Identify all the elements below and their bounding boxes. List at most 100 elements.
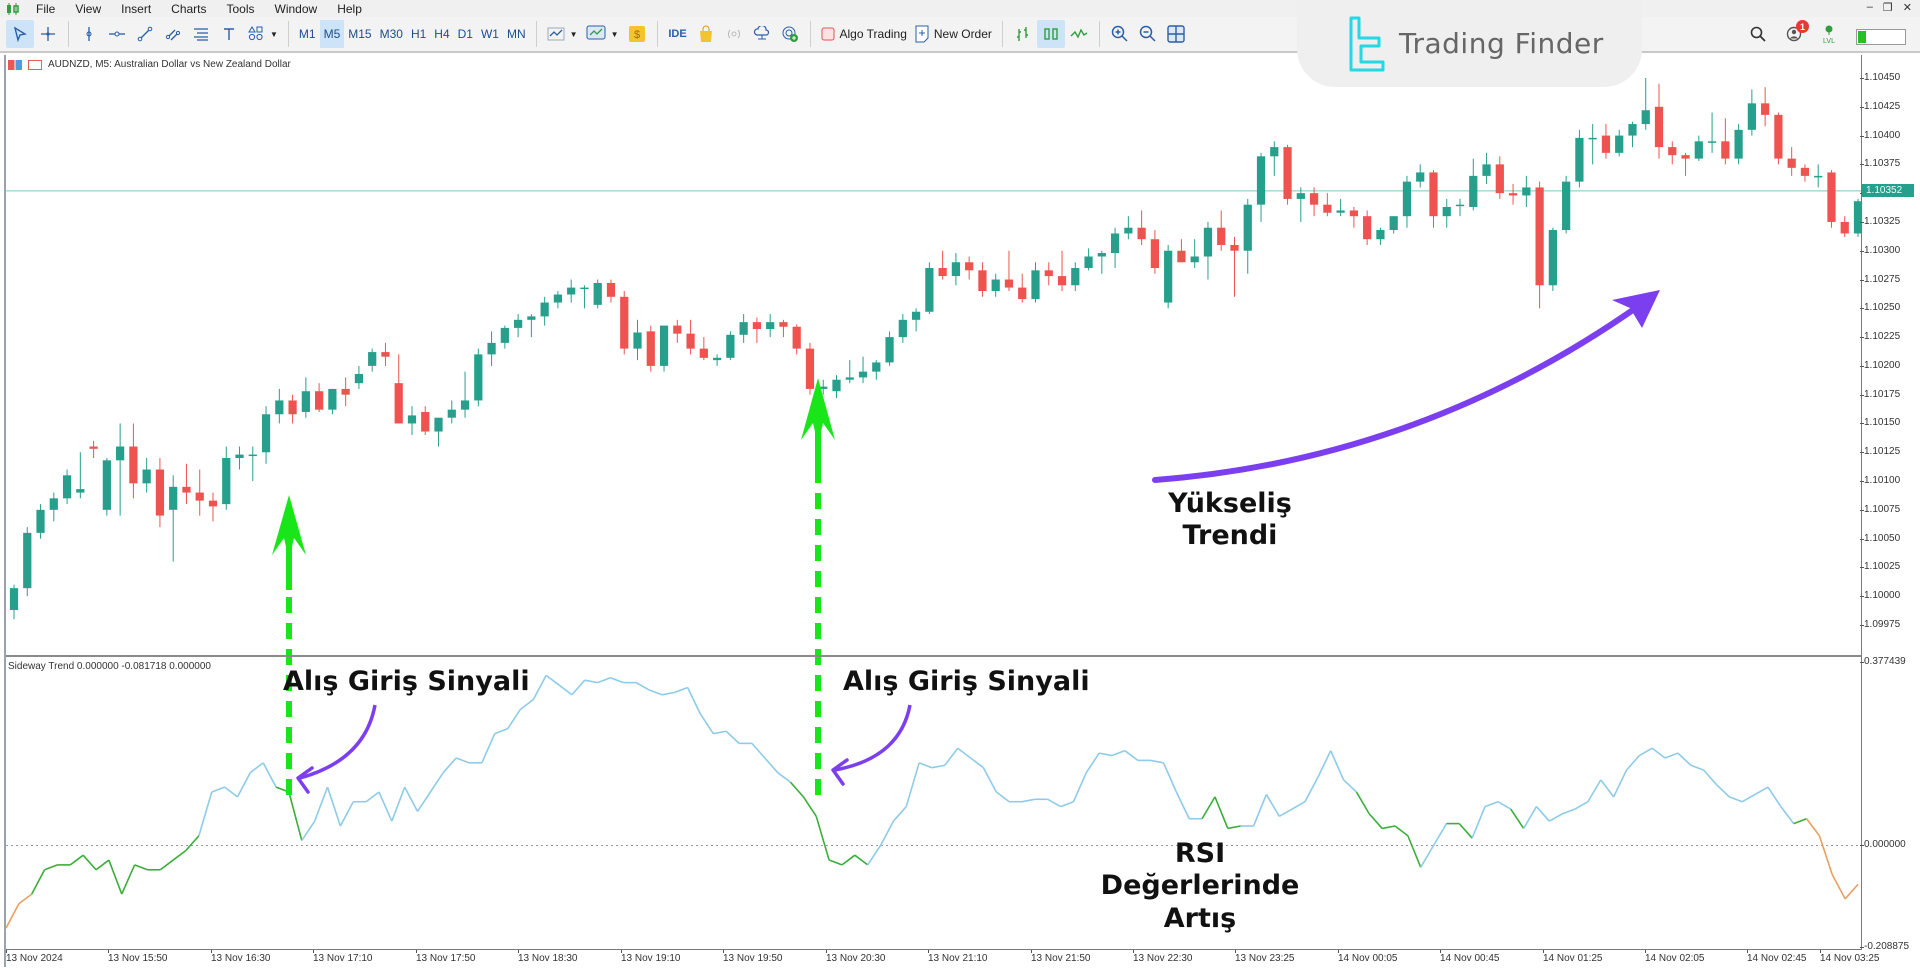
time-axis-label: 13 Nov 21:50 — [1031, 950, 1091, 964]
bearish-candle — [1349, 210, 1358, 217]
time-axis-label: 13 Nov 17:10 — [313, 950, 373, 964]
indicator-line-segment — [1587, 779, 1602, 803]
price-axis-label: 1.10425 — [1859, 100, 1901, 112]
bullish-candle — [1402, 181, 1412, 217]
bearish-candle — [1721, 141, 1730, 159]
bearish-candle — [155, 469, 165, 516]
horizontal-line-button[interactable] — [103, 20, 131, 48]
cursor-button[interactable] — [6, 20, 34, 48]
menu-insert[interactable]: Insert — [121, 1, 152, 16]
menu-window[interactable]: Window — [274, 1, 318, 16]
bearish-candle — [686, 333, 695, 349]
bullish-candle — [1575, 137, 1584, 182]
menu-file[interactable]: File — [36, 1, 56, 16]
indicator-line-segment — [982, 767, 998, 793]
zoom-in-button[interactable] — [1106, 20, 1134, 48]
bullish-candle — [500, 327, 509, 343]
timeframe-m5[interactable]: M5 — [319, 20, 345, 48]
connection-icon: LVL — [1823, 25, 1835, 45]
shapes-button[interactable]: ▼ — [243, 20, 282, 48]
crosshair-icon — [41, 27, 55, 41]
timeframe-h4[interactable]: H4 — [434, 27, 450, 41]
templates-button[interactable]: ▼ — [582, 20, 623, 48]
text-button[interactable] — [215, 20, 243, 48]
bullish-candle — [36, 509, 45, 533]
line-chart-button[interactable] — [1065, 20, 1093, 48]
indicator-line-segment — [301, 820, 316, 842]
ide-button[interactable]: IDE — [664, 20, 692, 48]
price-axis-label: 1.10100 — [1859, 475, 1901, 487]
algo-trading-button[interactable]: Algo Trading — [817, 20, 911, 48]
signals-button[interactable] — [720, 20, 748, 48]
timeframe-m15[interactable]: M15 — [348, 27, 372, 41]
price-axis-label: 1.10000 — [1859, 590, 1901, 602]
indicator-line-segment — [1085, 752, 1100, 773]
restore-button[interactable]: ❐ — [1882, 2, 1893, 14]
account-button[interactable]: 1 — [1786, 20, 1809, 47]
market-button[interactable]: $ — [623, 20, 651, 48]
indicators-icon — [547, 27, 565, 41]
menu-view[interactable]: View — [75, 1, 102, 16]
one-click-trading-icon[interactable] — [8, 59, 22, 70]
indicator-line-segment — [635, 681, 650, 691]
zoom-out-button[interactable] — [1134, 20, 1162, 48]
bullish-candle — [580, 287, 589, 290]
bar-chart-button[interactable] — [1009, 20, 1037, 48]
indicator-line-segment — [1690, 764, 1704, 771]
menu-charts[interactable]: Charts — [171, 1, 207, 16]
bearish-candle — [1508, 193, 1518, 196]
text-icon — [224, 28, 234, 40]
timeframe-h1[interactable]: H1 — [410, 27, 427, 41]
indicators-button[interactable]: ▼ — [543, 20, 582, 48]
fibonacci-button[interactable] — [187, 20, 215, 48]
timeframe-m30[interactable]: M30 — [379, 27, 403, 41]
shop-button[interactable] — [692, 20, 720, 48]
bullish-candle — [1734, 129, 1743, 159]
crosshair-button[interactable] — [34, 20, 62, 48]
indicator-line-segment — [1394, 825, 1409, 837]
connection-status[interactable]: LVL — [1822, 24, 1836, 49]
bearish-candle — [1217, 227, 1226, 245]
bullish-candle — [275, 400, 284, 415]
indicator-line-segment — [1099, 752, 1113, 757]
candlestick-button[interactable] — [1036, 20, 1065, 48]
timeframe-d1[interactable]: D1 — [457, 27, 473, 41]
indicator-line-segment — [506, 708, 522, 730]
channel-button[interactable] — [159, 20, 187, 48]
chart-window[interactable] — [4, 55, 1917, 967]
vertical-line-button[interactable] — [75, 20, 103, 48]
indicator-line-segment — [867, 845, 882, 866]
timeframe-mn[interactable]: MN — [506, 27, 526, 41]
bullish-candle — [1084, 256, 1093, 269]
menu-help[interactable]: Help — [337, 1, 362, 16]
vps-button[interactable] — [748, 20, 776, 48]
bullish-candle — [460, 400, 470, 410]
indicator-line-segment — [1381, 825, 1396, 830]
time-axis-label: 13 Nov 23:25 — [1235, 950, 1295, 964]
timeframe-m1[interactable]: M1 — [298, 27, 316, 41]
minimize-button[interactable]: – — [1866, 1, 1873, 13]
indicator-line-segment — [1458, 823, 1473, 839]
indicator-line-segment — [751, 742, 766, 759]
tile-windows-button[interactable] — [1162, 20, 1190, 48]
bullish-candle — [301, 391, 310, 412]
bearish-candle — [1177, 250, 1186, 263]
close-button[interactable]: ✕ — [1902, 2, 1912, 14]
indicator-line-segment — [365, 791, 380, 803]
account-signals-button[interactable] — [776, 20, 804, 48]
time-axis[interactable]: 13 Nov 2024 13 Nov 15:50 13 Nov 16:30 13 No… — [6, 950, 1880, 968]
bearish-candle — [182, 486, 191, 493]
bullish-candle — [1124, 227, 1133, 234]
pane-divider[interactable] — [6, 655, 1861, 657]
bullish-candle — [1522, 187, 1531, 196]
current-price-tag: 1.10352 — [1862, 184, 1914, 197]
menu-tools[interactable]: Tools — [226, 1, 255, 16]
bearish-candle — [965, 262, 974, 271]
trendline-button[interactable] — [131, 20, 159, 48]
new-order-button[interactable]: New Order — [911, 20, 996, 48]
search-button[interactable] — [1750, 26, 1766, 47]
timeframe-w1[interactable]: W1 — [480, 27, 499, 41]
indicator-line-segment — [1548, 813, 1563, 822]
price-axis-label: 1.10025 — [1859, 561, 1901, 573]
